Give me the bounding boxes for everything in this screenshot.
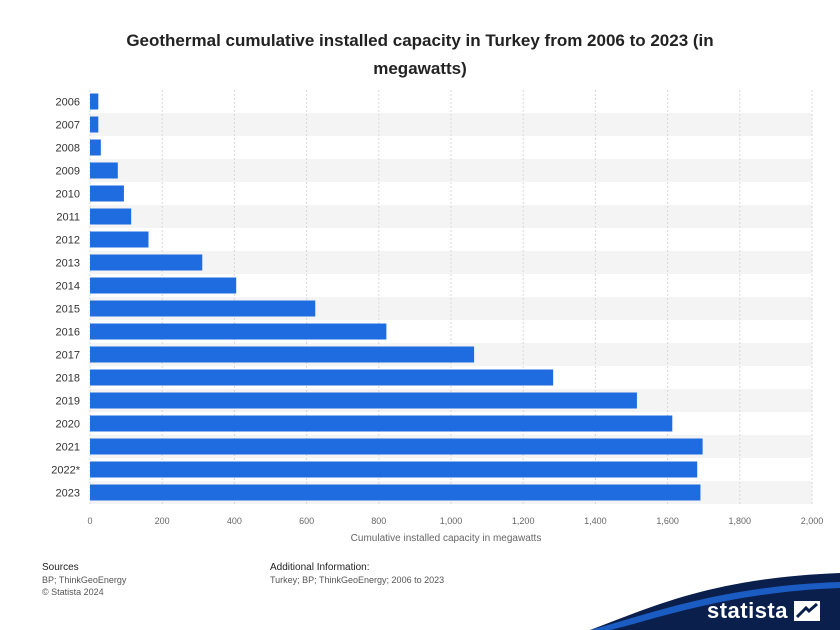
- x-tick-label: 1,400: [584, 516, 607, 526]
- x-axis-title: Cumulative installed capacity in megawat…: [351, 533, 542, 544]
- category-label: 2020: [56, 419, 80, 431]
- bar[interactable]: [90, 438, 703, 455]
- category-label: 2019: [56, 396, 80, 408]
- category-label: 2006: [56, 97, 80, 109]
- chart-title: Geothermal cumulative installed capacity…: [126, 31, 714, 78]
- category-label: 2017: [56, 350, 80, 362]
- bar[interactable]: [90, 116, 99, 133]
- category-label: 2011: [56, 212, 80, 224]
- copyright-line: © Statista 2024: [42, 587, 104, 597]
- brand-swoosh: [590, 573, 840, 630]
- x-tick-label: 400: [227, 516, 242, 526]
- category-label: 2007: [56, 120, 80, 132]
- bar[interactable]: [90, 277, 237, 294]
- bar[interactable]: [90, 484, 701, 501]
- brand-name: statista: [706, 598, 788, 623]
- bar[interactable]: [90, 346, 475, 363]
- bar[interactable]: [90, 231, 149, 248]
- x-tick-label: 1,000: [440, 516, 463, 526]
- x-tick-label: 600: [299, 516, 314, 526]
- sources-heading: Sources: [42, 562, 79, 573]
- category-label: 2018: [56, 373, 80, 385]
- row-band: [90, 205, 812, 228]
- category-label: 2022*: [51, 465, 80, 477]
- bar[interactable]: [90, 139, 101, 156]
- category-labels: 2006 2007 2008 2009 2010 2011 2012 2013 2014 2015…: [51, 97, 80, 500]
- row-band: [90, 113, 812, 136]
- category-label: 2013: [56, 258, 80, 270]
- category-label: 2010: [56, 189, 80, 201]
- bar[interactable]: [90, 162, 118, 179]
- category-label: 2009: [56, 166, 80, 178]
- x-tick-labels: 0 200 400 600 800 1,000 1,200 1,400 1,600 1,800 2,…: [87, 516, 823, 526]
- category-label: 2015: [56, 304, 80, 316]
- statista-logo[interactable]: statista: [707, 598, 820, 624]
- category-label: 2021: [56, 442, 80, 454]
- bar[interactable]: [90, 93, 99, 110]
- x-tick-label: 800: [371, 516, 386, 526]
- x-tick-label: 1,600: [656, 516, 679, 526]
- bar[interactable]: [90, 461, 698, 478]
- category-label: 2023: [56, 488, 80, 500]
- additional-info-line: Turkey; BP; ThinkGeoEnergy; 2006 to 2023: [270, 575, 445, 585]
- bars: [90, 93, 703, 501]
- category-label: 2016: [56, 327, 80, 339]
- category-label: 2012: [56, 235, 80, 247]
- additional-info-heading: Additional Information:: [270, 562, 370, 573]
- bar[interactable]: [90, 300, 316, 317]
- bar[interactable]: [90, 392, 637, 409]
- additional-info-block: Additional Information: Turkey; BP; Thin…: [270, 562, 444, 586]
- bar[interactable]: [90, 323, 387, 340]
- x-tick-label: 1,800: [729, 516, 752, 526]
- bar[interactable]: [90, 208, 132, 225]
- category-label: 2008: [56, 143, 80, 155]
- statista-logo-icon: [794, 601, 820, 621]
- sources-line: BP; ThinkGeoEnergy: [42, 575, 127, 585]
- sources-block: Sources BP; ThinkGeoEnergy © Statista 20…: [42, 562, 126, 598]
- bar[interactable]: [90, 415, 673, 432]
- bar[interactable]: [90, 254, 203, 271]
- bar[interactable]: [90, 369, 554, 386]
- category-label: 2014: [56, 281, 80, 293]
- x-tick-label: 1,200: [512, 516, 535, 526]
- x-tick-label: 200: [155, 516, 170, 526]
- bar[interactable]: [90, 185, 124, 202]
- x-tick-label: 2,000: [801, 516, 824, 526]
- x-tick-label: 0: [87, 516, 92, 526]
- grid-lines: [89, 90, 813, 504]
